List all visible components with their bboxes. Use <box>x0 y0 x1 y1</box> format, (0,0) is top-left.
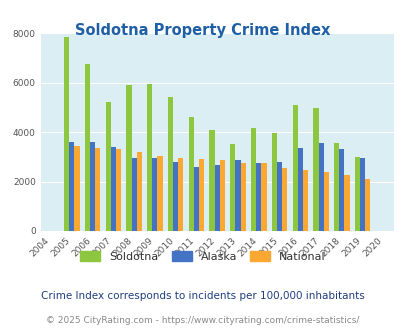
Bar <box>198 159 204 231</box>
Bar <box>214 165 219 231</box>
Bar <box>69 142 74 231</box>
Bar <box>276 162 281 231</box>
Bar <box>147 84 152 231</box>
Bar <box>359 158 364 231</box>
Bar <box>193 167 198 231</box>
Text: © 2025 CityRating.com - https://www.cityrating.com/crime-statistics/: © 2025 CityRating.com - https://www.city… <box>46 316 359 325</box>
Bar <box>167 97 173 231</box>
Bar <box>297 148 302 231</box>
Bar <box>105 102 111 231</box>
Bar <box>313 109 318 231</box>
Bar <box>95 148 100 231</box>
Bar <box>90 142 95 231</box>
Bar <box>157 155 162 231</box>
Bar <box>230 145 235 231</box>
Bar <box>209 130 214 231</box>
Bar <box>354 157 359 231</box>
Bar <box>318 143 323 231</box>
Bar <box>240 163 245 231</box>
Bar <box>250 128 256 231</box>
Bar <box>364 179 369 231</box>
Bar <box>111 147 116 231</box>
Bar <box>261 163 266 231</box>
Bar <box>116 149 121 231</box>
Bar <box>219 160 224 231</box>
Bar <box>152 158 157 231</box>
Text: Soldotna Property Crime Index: Soldotna Property Crime Index <box>75 23 330 38</box>
Legend: Soldotna, Alaska, National: Soldotna, Alaska, National <box>75 247 330 267</box>
Bar <box>333 143 339 231</box>
Bar <box>281 168 287 231</box>
Bar <box>126 85 131 231</box>
Bar <box>256 163 261 231</box>
Bar <box>85 64 90 231</box>
Bar <box>64 37 69 231</box>
Bar <box>235 160 240 231</box>
Bar <box>302 170 307 231</box>
Bar <box>323 172 328 231</box>
Bar <box>131 158 136 231</box>
Bar <box>339 149 343 231</box>
Bar <box>74 146 79 231</box>
Bar <box>136 152 141 231</box>
Bar <box>343 175 349 231</box>
Bar <box>271 133 276 231</box>
Bar <box>178 158 183 231</box>
Bar <box>292 105 297 231</box>
Bar <box>188 117 193 231</box>
Text: Crime Index corresponds to incidents per 100,000 inhabitants: Crime Index corresponds to incidents per… <box>41 291 364 301</box>
Bar <box>173 162 178 231</box>
